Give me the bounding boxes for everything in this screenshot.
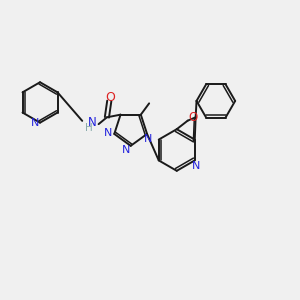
Text: N: N <box>192 161 200 171</box>
Text: N: N <box>31 118 39 128</box>
Text: O: O <box>188 111 198 124</box>
Text: N: N <box>144 134 152 144</box>
Text: H: H <box>85 123 92 133</box>
Text: N: N <box>88 116 96 129</box>
Text: O: O <box>105 91 115 103</box>
Text: N: N <box>122 145 130 155</box>
Text: N: N <box>103 128 112 138</box>
